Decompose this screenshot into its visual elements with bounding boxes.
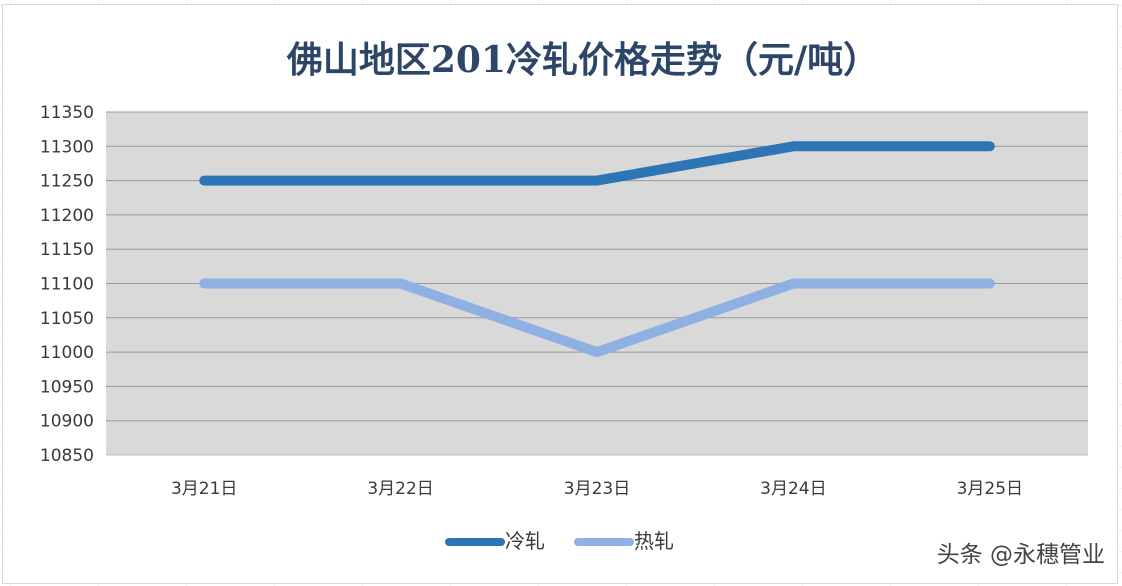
y-tick-label: 11300 bbox=[40, 137, 94, 157]
chart-title: 佛山地区201冷轧价格走势（元/吨） bbox=[286, 39, 879, 81]
y-tick-label: 11250 bbox=[40, 172, 94, 192]
x-tick-label: 3月21日 bbox=[171, 479, 237, 499]
y-tick-label: 10900 bbox=[40, 412, 94, 432]
legend-label: 热轧 bbox=[634, 529, 674, 553]
series-line-2 bbox=[199, 278, 995, 358]
x-tick-label: 3月23日 bbox=[564, 479, 630, 499]
watermark: 头条 @永穗管业 bbox=[937, 542, 1105, 568]
x-tick-label: 3月25日 bbox=[957, 479, 1023, 499]
y-tick-label: 11200 bbox=[40, 206, 94, 226]
y-tick-label: 11000 bbox=[40, 343, 94, 363]
y-tick-label: 11150 bbox=[40, 240, 94, 260]
x-tick-label: 3月22日 bbox=[367, 479, 433, 499]
y-tick-label: 11050 bbox=[40, 309, 94, 329]
y-tick-label: 11350 bbox=[40, 103, 94, 123]
legend-label: 冷轧 bbox=[505, 529, 545, 553]
y-tick-label: 10850 bbox=[40, 446, 94, 466]
series-line-1 bbox=[199, 141, 995, 186]
y-tick-label: 11100 bbox=[40, 275, 94, 295]
x-tick-label: 3月24日 bbox=[760, 479, 826, 499]
y-tick-label: 10950 bbox=[40, 377, 94, 397]
